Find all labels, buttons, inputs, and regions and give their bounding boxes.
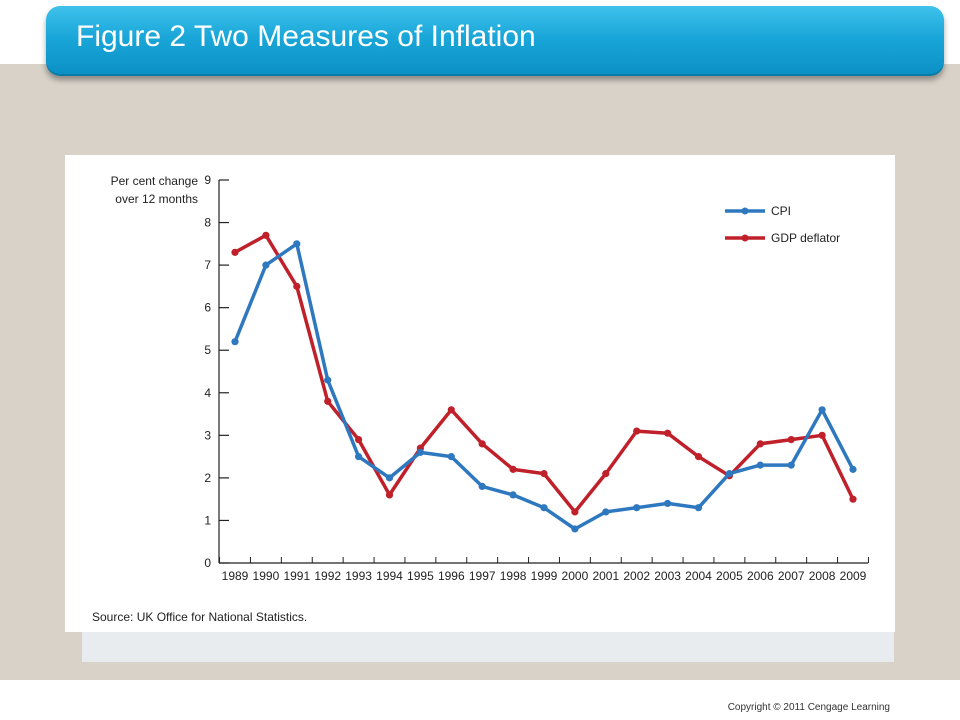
x-tick-label: 1989: [222, 569, 249, 583]
chart-area: 0 1 2 3 4 5 6 7 8 9 1989 1990 1991 1992 1993 1994 1995 19…: [65, 155, 895, 632]
x-tick-label: 1995: [407, 569, 434, 583]
x-tick-label: 2005: [716, 569, 743, 583]
data-point-gdp-deflator: [385, 491, 394, 499]
source-note: Source: UK Office for National Statistic…: [92, 610, 307, 624]
y-axis-title: Per cent change over 12 months: [111, 174, 199, 206]
data-point-gdp-deflator: [756, 440, 764, 448]
data-point-cpi: [324, 376, 332, 384]
x-tick-label: 1990: [253, 569, 280, 583]
x-tick-label: 2006: [747, 569, 774, 583]
y-tick-label: 8: [204, 216, 211, 230]
copyright-notice: Copyright © 2011 Cengage Learning: [727, 702, 890, 713]
data-point-gdp-deflator: [262, 231, 270, 239]
x-tick-label: 1996: [438, 569, 465, 583]
x-tick-label: 2003: [654, 569, 681, 583]
x-tick-label: 1992: [314, 569, 341, 583]
x-tick-label: 1991: [283, 569, 310, 583]
y-tick-label: 7: [204, 258, 211, 272]
x-tick-label: 2009: [840, 569, 867, 583]
data-point-cpi: [540, 504, 548, 512]
data-point-cpi: [694, 504, 703, 512]
data-point-cpi: [509, 491, 517, 499]
data-point-gdp-deflator: [447, 406, 455, 414]
data-point-cpi: [633, 504, 641, 512]
x-tick-label: 1998: [500, 569, 527, 583]
x-tick-label: 2007: [778, 569, 805, 583]
y-tick-label: 3: [204, 428, 211, 442]
x-tick-label: 1999: [531, 569, 558, 583]
series: [231, 231, 857, 533]
data-point-gdp-deflator: [324, 397, 332, 405]
data-point-cpi: [571, 525, 579, 533]
data-point-gdp-deflator: [602, 470, 610, 478]
data-point-gdp-deflator: [849, 495, 857, 503]
data-point-cpi: [262, 261, 270, 269]
data-point-gdp-deflator: [787, 435, 795, 444]
legend: CPI GDP deflator: [725, 204, 840, 245]
x-tick-label: 1994: [376, 569, 403, 583]
data-point-gdp-deflator: [478, 440, 486, 448]
data-point-cpi: [664, 499, 672, 508]
data-point-cpi: [849, 465, 857, 473]
data-point-cpi: [787, 461, 795, 469]
data-point-gdp-deflator: [540, 470, 548, 478]
y-tick-label: 4: [204, 386, 211, 400]
data-point-gdp-deflator: [694, 453, 703, 461]
data-point-cpi: [602, 508, 610, 516]
x-tick-label: 1993: [345, 569, 372, 583]
x-tick-label: 2004: [685, 569, 712, 583]
axes: 0 1 2 3 4 5 6 7 8 9 1989 1990 1991 1992 1993 1994 1995 19…: [204, 173, 869, 583]
x-tick-label: 2000: [562, 569, 589, 583]
data-point-cpi: [478, 482, 486, 490]
legend-marker-cpi: [741, 207, 749, 215]
data-point-gdp-deflator: [509, 465, 517, 473]
data-point-cpi: [447, 453, 455, 461]
slide-title: Figure 2 Two Measures of Inflation: [76, 20, 536, 53]
data-point-cpi: [293, 240, 301, 248]
y-tick-label: 6: [204, 301, 211, 315]
data-point-gdp-deflator: [571, 508, 579, 516]
data-point-cpi: [231, 338, 239, 346]
y-tick-label: 5: [204, 343, 211, 357]
data-point-cpi: [385, 474, 394, 482]
y-axis-title-line1: Per cent change: [111, 174, 199, 188]
data-point-cpi: [416, 448, 424, 456]
legend-label-gdp-deflator: GDP deflator: [771, 231, 840, 245]
y-tick-label: 0: [204, 556, 211, 570]
data-point-cpi: [725, 470, 734, 478]
y-axis-title-line2: over 12 months: [115, 192, 198, 206]
data-point-gdp-deflator: [818, 431, 826, 439]
legend-marker-gdp-deflator: [741, 234, 749, 242]
legend-label-cpi: CPI: [771, 204, 791, 218]
data-point-gdp-deflator: [633, 427, 641, 435]
x-tick-label: 1997: [469, 569, 496, 583]
data-point-cpi: [818, 406, 826, 414]
data-point-cpi: [355, 453, 363, 461]
y-tick-label: 1: [204, 513, 211, 527]
data-point-gdp-deflator: [664, 429, 672, 437]
x-tick-label: 2008: [809, 569, 836, 583]
y-tick-label: 9: [204, 173, 211, 187]
inflation-line-chart: 0 1 2 3 4 5 6 7 8 9 1989 1990 1991 1992 1993 1994 1995 19…: [92, 173, 869, 624]
y-tick-label: 2: [204, 471, 211, 485]
data-point-gdp-deflator: [231, 248, 239, 256]
title-bar: Figure 2 Two Measures of Inflation: [46, 6, 944, 76]
x-tick-label: 2002: [623, 569, 650, 583]
data-point-gdp-deflator: [293, 282, 301, 290]
data-point-cpi: [756, 461, 764, 469]
series-line-cpi: [233, 242, 855, 531]
data-point-gdp-deflator: [355, 435, 363, 444]
x-tick-label: 2001: [592, 569, 619, 583]
